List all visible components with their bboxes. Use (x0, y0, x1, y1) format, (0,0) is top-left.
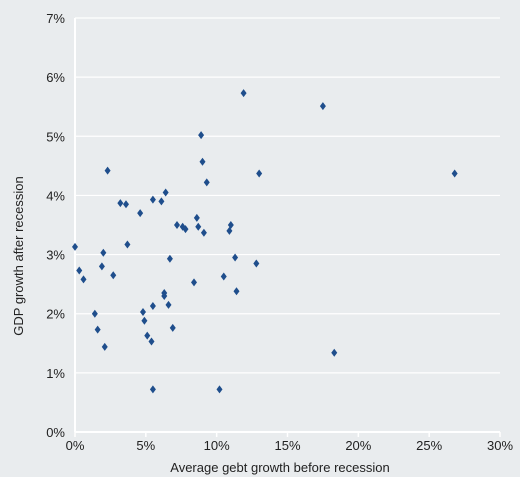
data-points (72, 89, 458, 394)
data-point-39 (220, 272, 227, 281)
data-point-15 (141, 316, 148, 325)
data-point-17 (148, 337, 155, 346)
x-tick-label: 10% (204, 438, 230, 453)
y-tick-label: 7% (46, 11, 65, 26)
x-axis-title: Average gebt growth before recession (170, 460, 389, 475)
data-point-41 (227, 221, 234, 229)
y-tick-label: 0% (46, 425, 65, 440)
data-point-21 (158, 197, 165, 206)
y-tick-label: 5% (46, 129, 65, 144)
data-point-36 (200, 228, 207, 237)
x-tick-label: 30% (487, 438, 513, 453)
data-point-40 (226, 226, 233, 235)
y-axis-title: GDP growth after recession (11, 176, 26, 335)
data-point-31 (191, 278, 197, 287)
data-point-1 (76, 266, 83, 275)
data-point-44 (240, 89, 247, 98)
y-tick-label: 1% (46, 366, 65, 381)
data-point-13 (137, 209, 144, 218)
data-point-32 (193, 213, 200, 222)
data-point-11 (123, 200, 129, 209)
data-point-20 (149, 385, 156, 394)
data-point-38 (216, 385, 223, 394)
data-point-26 (166, 254, 173, 263)
data-point-27 (169, 323, 176, 332)
data-point-9 (110, 271, 117, 280)
data-point-49 (451, 169, 458, 178)
data-point-8 (104, 166, 111, 175)
x-tick-label: 5% (136, 438, 155, 453)
data-point-10 (117, 199, 124, 208)
data-point-48 (331, 348, 338, 357)
tick-labels: 0% 1% 2% 3% 4% 5% 6% 7% 0% 5% 10% 15% 20% 25% 30% (46, 11, 513, 453)
data-point-30 (182, 225, 189, 234)
data-point-5 (98, 262, 105, 271)
data-point-16 (144, 331, 151, 340)
data-point-42 (232, 253, 239, 262)
data-point-33 (195, 222, 202, 231)
data-point-24 (162, 188, 169, 197)
data-point-4 (94, 325, 101, 334)
data-point-6 (100, 248, 107, 257)
data-point-18 (149, 195, 156, 204)
data-point-25 (165, 300, 172, 309)
data-point-2 (80, 275, 87, 284)
data-point-35 (199, 157, 206, 166)
y-tick-label: 3% (46, 248, 65, 263)
data-point-3 (91, 309, 98, 318)
data-point-34 (198, 131, 205, 140)
y-tick-label: 6% (46, 70, 65, 85)
data-point-43 (233, 287, 240, 296)
y-tick-label: 4% (46, 188, 65, 203)
data-point-46 (256, 169, 263, 178)
x-tick-label: 20% (345, 438, 371, 453)
data-point-19 (149, 302, 156, 311)
x-tick-label: 15% (274, 438, 300, 453)
x-tick-label: 25% (416, 438, 442, 453)
data-point-23 (161, 291, 168, 300)
data-point-14 (140, 307, 146, 316)
data-point-47 (319, 102, 326, 111)
data-point-37 (203, 178, 210, 187)
axes (74, 18, 501, 437)
data-point-28 (174, 221, 180, 229)
data-point-45 (253, 259, 260, 268)
data-point-0 (72, 242, 78, 251)
grid-lines (75, 17, 500, 374)
x-tick-label: 0% (66, 438, 85, 453)
y-tick-label: 2% (46, 307, 65, 322)
data-point-7 (101, 342, 108, 351)
data-point-12 (124, 240, 131, 249)
